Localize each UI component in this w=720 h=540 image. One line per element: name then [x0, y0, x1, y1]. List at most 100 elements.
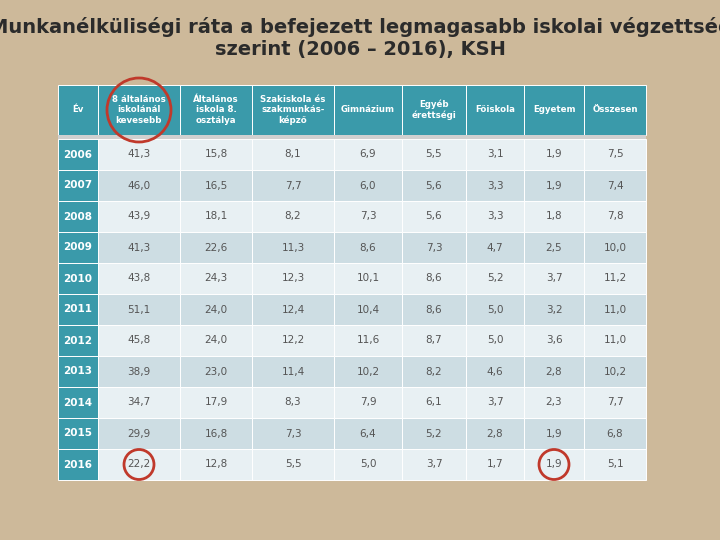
Bar — [180, 325, 252, 356]
Text: Egyéb
érettségi: Egyéb érettségi — [412, 100, 456, 120]
Bar — [98, 85, 180, 135]
Text: 11,3: 11,3 — [282, 242, 305, 253]
Text: 23,0: 23,0 — [204, 367, 228, 376]
Bar — [58, 418, 98, 449]
Text: 11,6: 11,6 — [356, 335, 379, 346]
Text: 22,2: 22,2 — [127, 460, 150, 469]
Text: 46,0: 46,0 — [127, 180, 150, 191]
Text: 3,1: 3,1 — [487, 150, 503, 159]
Text: 1,9: 1,9 — [546, 180, 562, 191]
Bar — [402, 232, 466, 263]
Text: 1,8: 1,8 — [546, 212, 562, 221]
Bar — [584, 325, 646, 356]
Bar — [252, 356, 334, 387]
Text: 5,0: 5,0 — [360, 460, 377, 469]
Bar — [584, 387, 646, 418]
Bar — [180, 232, 252, 263]
Bar — [466, 418, 524, 449]
Bar — [584, 294, 646, 325]
Bar — [98, 232, 180, 263]
Bar — [58, 201, 98, 232]
Text: 5,6: 5,6 — [426, 212, 442, 221]
Bar — [524, 387, 584, 418]
Text: 1,9: 1,9 — [546, 460, 562, 469]
Text: 2012: 2012 — [63, 335, 92, 346]
Text: 2011: 2011 — [63, 305, 92, 314]
Text: Egyetem: Egyetem — [533, 105, 575, 114]
Bar — [58, 232, 98, 263]
Text: Főiskola: Főiskola — [475, 105, 515, 114]
Bar — [334, 325, 402, 356]
Bar — [402, 325, 466, 356]
Text: 6,9: 6,9 — [360, 150, 377, 159]
Bar — [334, 170, 402, 201]
Bar — [334, 232, 402, 263]
Text: 29,9: 29,9 — [127, 429, 150, 438]
Bar — [524, 294, 584, 325]
Bar — [58, 139, 98, 170]
Bar — [252, 263, 334, 294]
Text: 5,6: 5,6 — [426, 180, 442, 191]
Text: 8,7: 8,7 — [426, 335, 442, 346]
Bar — [58, 170, 98, 201]
Bar — [584, 263, 646, 294]
Bar — [98, 387, 180, 418]
Text: 2009: 2009 — [63, 242, 92, 253]
Text: Általános
iskola 8.
osztálya: Általános iskola 8. osztálya — [193, 95, 239, 125]
Bar — [252, 170, 334, 201]
Bar — [180, 201, 252, 232]
Text: 8 általános
iskolánál
kevesebb: 8 általános iskolánál kevesebb — [112, 95, 166, 125]
Bar — [252, 418, 334, 449]
Text: 11,0: 11,0 — [603, 305, 626, 314]
Text: 5,2: 5,2 — [426, 429, 442, 438]
Bar — [334, 85, 402, 135]
Bar — [334, 139, 402, 170]
Bar — [402, 418, 466, 449]
Text: 10,2: 10,2 — [356, 367, 379, 376]
Bar — [334, 263, 402, 294]
Text: 8,3: 8,3 — [284, 397, 301, 408]
Text: 6,8: 6,8 — [607, 429, 624, 438]
Text: 5,1: 5,1 — [607, 460, 624, 469]
Text: 12,2: 12,2 — [282, 335, 305, 346]
Text: 2,8: 2,8 — [487, 429, 503, 438]
Text: 51,1: 51,1 — [127, 305, 150, 314]
Bar — [584, 85, 646, 135]
Bar — [252, 139, 334, 170]
Bar — [252, 325, 334, 356]
Bar — [524, 418, 584, 449]
Bar — [98, 418, 180, 449]
Bar — [180, 85, 252, 135]
Bar — [524, 449, 584, 480]
Text: 11,2: 11,2 — [603, 273, 626, 284]
Text: 7,5: 7,5 — [607, 150, 624, 159]
Bar — [402, 201, 466, 232]
Text: 8,1: 8,1 — [284, 150, 301, 159]
Bar — [98, 449, 180, 480]
Text: 8,6: 8,6 — [426, 273, 442, 284]
Bar — [58, 387, 98, 418]
Bar — [58, 294, 98, 325]
Text: 2,8: 2,8 — [546, 367, 562, 376]
Bar — [402, 170, 466, 201]
Bar — [402, 356, 466, 387]
Text: 10,1: 10,1 — [356, 273, 379, 284]
Bar — [584, 170, 646, 201]
Bar — [180, 387, 252, 418]
Bar — [252, 232, 334, 263]
Text: 22,6: 22,6 — [204, 242, 228, 253]
Text: 45,8: 45,8 — [127, 335, 150, 346]
Bar — [252, 387, 334, 418]
Text: 2008: 2008 — [63, 212, 92, 221]
Bar — [58, 85, 98, 135]
Bar — [334, 201, 402, 232]
Bar — [402, 449, 466, 480]
Text: 7,7: 7,7 — [284, 180, 301, 191]
Bar — [466, 449, 524, 480]
Text: 7,3: 7,3 — [426, 242, 442, 253]
Text: 24,0: 24,0 — [204, 335, 228, 346]
Bar — [334, 387, 402, 418]
Text: 7,9: 7,9 — [360, 397, 377, 408]
Text: 24,3: 24,3 — [204, 273, 228, 284]
Text: 2010: 2010 — [63, 273, 92, 284]
